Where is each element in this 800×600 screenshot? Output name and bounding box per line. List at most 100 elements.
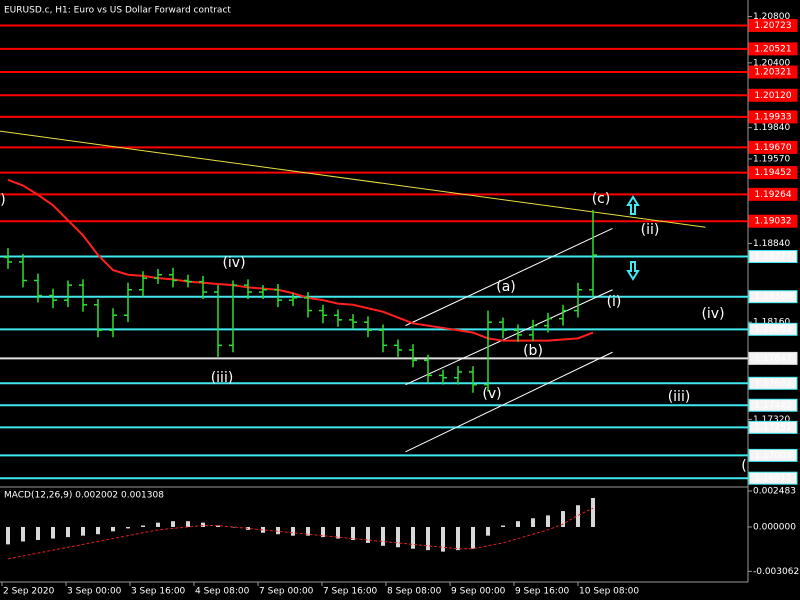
y-tick-label: 0.002483 <box>753 487 796 497</box>
level-label-box <box>748 322 798 336</box>
channel-line <box>405 227 613 327</box>
level-label: 1.18098 <box>754 325 791 335</box>
wave-label: (b) <box>523 343 543 359</box>
level-label-box <box>748 448 798 462</box>
histogram-bar <box>531 518 535 527</box>
level-label-box <box>748 110 798 124</box>
histogram-bar <box>216 525 220 527</box>
level-label-box <box>748 351 798 365</box>
histogram-bar <box>261 526 265 533</box>
y-tick-label: 0.000000 <box>753 522 796 532</box>
arrow-up <box>626 195 640 215</box>
level-label: 1.18727 <box>754 252 791 262</box>
wave-label: (v) <box>482 386 501 402</box>
y-tick-label: 1.19570 <box>753 154 790 164</box>
y-tick-label: 1.18840 <box>753 239 790 249</box>
histogram-bar <box>291 526 295 536</box>
wave-label: ( <box>741 458 746 474</box>
level-label: 1.19264 <box>754 190 791 200</box>
level-label: 1.16812 <box>754 474 791 484</box>
histogram-bar <box>381 526 385 546</box>
level-label: 1.20521 <box>754 44 791 54</box>
wave-label: (c) <box>592 191 611 207</box>
histogram-bar <box>516 521 520 527</box>
level-label-box <box>748 65 798 79</box>
histogram-bar <box>486 526 490 536</box>
level-label: 1.17847 <box>754 354 791 364</box>
x-tick-label: 9 Sep 00:00 <box>451 587 506 597</box>
level-label: 1.17009 <box>754 451 791 461</box>
x-tick-label: 4 Sep 08:00 <box>195 587 250 597</box>
trendline <box>0 130 706 228</box>
x-tick-label: 10 Sep 08:00 <box>579 587 639 597</box>
histogram-bar <box>411 526 415 549</box>
histogram-bar <box>276 526 280 535</box>
histogram-bar <box>351 526 355 541</box>
histogram-bar <box>336 526 340 539</box>
y-tick-label: 1.17320 <box>753 415 790 425</box>
level-label-box <box>748 140 798 154</box>
histogram-bar <box>501 525 505 527</box>
histogram-bar <box>186 521 190 527</box>
x-tick-label: 3 Sep 16:00 <box>131 587 186 597</box>
histogram-bar <box>576 505 580 527</box>
wave-label: (iv) <box>701 306 724 322</box>
wave-label: (i) <box>607 294 622 310</box>
level-label: 1.19933 <box>754 112 791 122</box>
level-label-box <box>748 187 798 201</box>
histogram-bar <box>321 526 325 538</box>
histogram-bar <box>591 498 595 527</box>
histogram-bar <box>96 526 100 535</box>
x-tick-label: 8 Sep 08:00 <box>387 587 442 597</box>
level-label-box <box>748 420 798 434</box>
level-label-box <box>748 214 798 228</box>
level-label-box <box>748 376 798 390</box>
y-tick-label: -0.003062 <box>753 567 799 577</box>
y-tick-label: 1.19840 <box>753 123 790 133</box>
signal-line <box>7 507 594 560</box>
y-tick-label: 1.20800 <box>753 12 790 22</box>
wave-label: (iv) <box>222 255 245 271</box>
x-tick-label: 3 Sep 00:00 <box>67 587 122 597</box>
level-label-box <box>748 290 798 304</box>
wave-label: ) <box>0 192 5 208</box>
histogram-bar <box>141 525 145 527</box>
histogram-bar <box>6 526 10 545</box>
x-tick-label: 7 Sep 16:00 <box>323 587 378 597</box>
level-label: 1.18380 <box>754 292 791 302</box>
level-label-box <box>748 166 798 180</box>
y-tick-label: 1.18160 <box>753 318 790 328</box>
level-label: 1.19670 <box>754 143 791 153</box>
level-label: 1.19032 <box>754 217 791 227</box>
level-label-box <box>748 471 798 485</box>
histogram-bar <box>561 511 565 527</box>
histogram-bar <box>111 526 115 532</box>
level-label: 1.19452 <box>754 168 791 178</box>
histogram-bar <box>156 522 160 527</box>
level-label-box <box>748 250 798 264</box>
histogram-bar <box>306 526 310 536</box>
level-label: 1.17442 <box>754 401 791 411</box>
histogram-bar <box>51 526 55 539</box>
histogram-bar <box>471 526 475 549</box>
level-label-box <box>748 398 798 412</box>
level-label-box <box>748 18 798 32</box>
histogram-bar <box>441 526 445 552</box>
level-label: 1.20120 <box>754 91 791 101</box>
x-tick-label: 2 Sep 2020 <box>3 587 55 597</box>
histogram-bar <box>21 526 25 542</box>
wave-label: (iii) <box>668 389 691 405</box>
wave-label: (ii) <box>641 222 660 238</box>
wave-label: (a) <box>496 279 516 295</box>
level-label: 1.20321 <box>754 68 791 78</box>
histogram-bar <box>426 526 430 551</box>
histogram-bar <box>246 526 250 530</box>
wave-label: (iii) <box>211 370 234 386</box>
histogram-bar <box>231 526 235 528</box>
x-tick-label: 7 Sep 00:00 <box>259 587 314 597</box>
x-tick-label: 9 Sep 16:00 <box>515 587 570 597</box>
level-label-box <box>748 88 798 102</box>
level-label-box <box>748 42 798 56</box>
histogram-bar <box>396 526 400 548</box>
